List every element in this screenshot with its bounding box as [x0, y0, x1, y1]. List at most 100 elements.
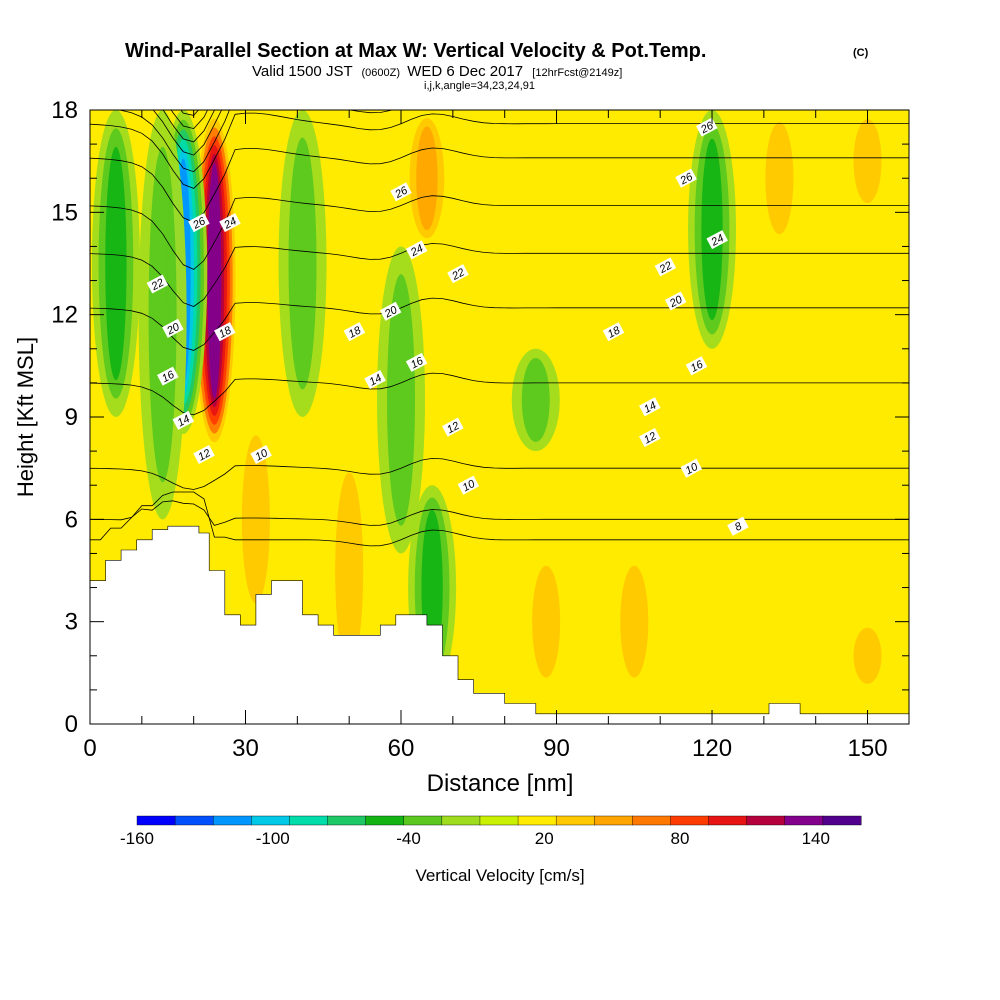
isentrope-label-text: 24 — [709, 232, 726, 249]
colorbar-swatch — [517, 815, 557, 826]
isentrope-label-box — [654, 257, 677, 277]
isentrope-label-box — [250, 444, 272, 465]
subtitle-date: WED 6 Dec 2017 — [407, 63, 523, 80]
isentrope-label-box — [364, 369, 386, 390]
colorbar-swatch — [174, 815, 214, 826]
isentrope-label-box — [188, 213, 210, 233]
velocity-cell — [241, 435, 270, 604]
velocity-fill — [91, 110, 892, 690]
isentrope-label-text: 14 — [642, 400, 658, 416]
chart-subtitle-indices: i,j,k,angle=34,23,24,91 — [424, 80, 535, 92]
isentrope-label-box — [602, 322, 625, 342]
x-tick-label: 90 — [543, 735, 570, 762]
isentrope-label: 8 — [727, 516, 749, 536]
colorbar-tick-label: 20 — [535, 829, 554, 848]
velocity-cell — [765, 122, 794, 235]
velocity-cell — [387, 274, 416, 526]
isentrope-label-box — [214, 322, 236, 342]
x-tick-label: 120 — [692, 735, 732, 762]
isentrope-label-box — [639, 397, 661, 417]
isentrope-label: 14 — [364, 369, 386, 390]
colorbar-swatch — [327, 815, 367, 826]
velocity-cell — [521, 357, 550, 442]
x-tick-label: 150 — [848, 735, 888, 762]
isentrope-label-text: 22 — [149, 277, 166, 294]
colorbar-swatch — [632, 815, 671, 826]
isentrope-label-text: 14 — [367, 372, 383, 388]
isentrope-label-text: 22 — [657, 260, 674, 277]
isentrope-label: 20 — [162, 318, 184, 338]
colorbar-swatch — [365, 815, 405, 826]
isentrope-label: 18 — [602, 322, 625, 342]
isentrope-label-text: 26 — [392, 184, 410, 201]
isentrope-label-box — [706, 230, 728, 250]
y-tick-label: 15 — [51, 199, 78, 226]
isentrope-line — [90, 491, 909, 547]
isentrope-label-box — [680, 458, 703, 478]
velocity-cell — [148, 146, 177, 483]
velocity-cell — [701, 138, 723, 321]
velocity-cell — [853, 119, 882, 204]
isentrope-label: 10 — [457, 475, 480, 495]
isentrope-label-box — [664, 291, 687, 311]
isentrope-label: 12 — [193, 444, 215, 465]
isentrope-label-text: 12 — [445, 420, 461, 436]
colorbar-swatch — [594, 815, 633, 826]
isentrope-label-box — [457, 475, 480, 495]
isentrope-line — [90, 500, 909, 526]
isentrope-label: 16 — [157, 366, 179, 386]
isentrope-line — [90, 243, 909, 307]
isentrope-line — [90, 0, 909, 36]
isentrope-label-text: 26 — [190, 215, 208, 232]
isentrope-label-text: 24 — [408, 243, 425, 260]
isentrope-label: 24 — [706, 230, 728, 250]
chart-title-mark: (C) — [853, 47, 869, 59]
velocity-cell — [853, 627, 882, 684]
velocity-cell — [416, 126, 438, 231]
y-tick-label: 18 — [51, 97, 78, 124]
subtitle-valid: Valid 1500 JST — [252, 63, 352, 80]
isentrope-label-text: 12 — [196, 447, 212, 463]
isentrope-label: 24 — [405, 240, 428, 260]
isentrope-label-box — [162, 318, 184, 338]
isentrope-label-text: 12 — [642, 430, 658, 446]
colorbar-tick-label: -100 — [256, 829, 290, 848]
isentrope-label-text: 20 — [164, 321, 182, 338]
x-tick-label: 0 — [83, 735, 96, 762]
subtitle-forecast: [12hrFcst@2149z] — [532, 67, 622, 79]
isentrope-label-box — [447, 264, 469, 284]
y-tick-label: 12 — [51, 302, 78, 329]
isentrope-label-text: 26 — [677, 171, 695, 188]
isentrope-label: 20 — [379, 301, 402, 321]
colorbar-swatch — [136, 815, 176, 826]
isentrope-label-box — [172, 410, 195, 430]
isentrope-label-box — [442, 417, 464, 437]
isentrope-label-box — [675, 168, 697, 188]
colorbar-swatch — [555, 815, 595, 826]
colorbar-swatch — [251, 815, 290, 826]
isentrope-label-box — [146, 274, 169, 294]
isentrope-label-box — [727, 516, 749, 536]
isentrope-label-text: 8 — [733, 520, 745, 534]
isentrope-label: 12 — [442, 417, 464, 437]
velocity-cell — [288, 137, 317, 390]
isentrope-label-box — [193, 444, 215, 465]
isentrope-line — [90, 112, 909, 189]
isentrope-labels: 8 10 10 10 12 12 12 14 14 14 16 16 16 18 18 18 20 20 20 22 2… — [146, 117, 749, 536]
x-axis-label: Distance [nm] — [427, 770, 574, 797]
isentrope-label: 22 — [447, 264, 469, 284]
colorbar-tick-label: -160 — [120, 829, 154, 848]
velocity-cell — [532, 565, 561, 678]
isentrope-label: 14 — [172, 410, 195, 430]
isentrope-label-box — [685, 356, 708, 376]
isentrope-line — [90, 297, 909, 351]
terrain — [90, 525, 909, 724]
isentrope-label-box — [219, 213, 241, 233]
y-tick-label: 6 — [65, 506, 78, 533]
isentrope-line — [90, 147, 909, 223]
colorbar-label: Vertical Velocity [cm/s] — [415, 866, 584, 885]
isentrope-label: 14 — [639, 397, 661, 417]
colorbar-swatch — [479, 815, 519, 826]
colorbar-swatch — [403, 815, 443, 826]
